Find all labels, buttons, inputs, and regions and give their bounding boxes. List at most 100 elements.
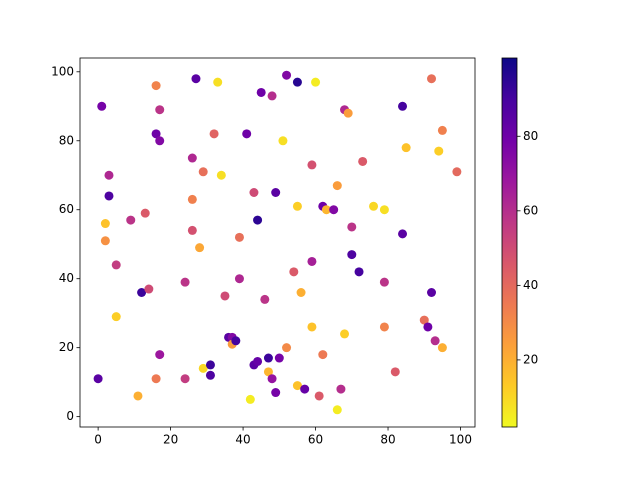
point <box>321 205 331 215</box>
point <box>191 74 201 84</box>
point <box>104 191 114 201</box>
point <box>343 108 353 118</box>
point <box>292 77 302 87</box>
point <box>253 356 263 366</box>
point <box>155 105 165 115</box>
y-tick-label: 0 <box>66 409 74 423</box>
point <box>245 394 255 404</box>
x-tick-label: 60 <box>308 433 323 447</box>
y-tick-label: 100 <box>51 64 74 78</box>
point <box>263 353 273 363</box>
point <box>126 215 136 225</box>
point <box>318 350 328 360</box>
point <box>401 143 411 153</box>
point <box>292 381 302 391</box>
point <box>390 367 400 377</box>
y-tick-label: 40 <box>59 271 74 285</box>
point <box>263 367 273 377</box>
plot-area <box>79 57 476 428</box>
point <box>267 374 277 384</box>
point <box>249 187 259 197</box>
point <box>151 374 161 384</box>
point <box>234 274 244 284</box>
point <box>137 288 147 298</box>
y-tick-label: 60 <box>59 202 74 216</box>
point <box>336 384 346 394</box>
point <box>151 81 161 91</box>
x-tick-label: 100 <box>449 433 472 447</box>
point <box>278 136 288 146</box>
point <box>205 370 215 380</box>
point <box>242 129 252 139</box>
point <box>111 312 121 322</box>
point <box>216 170 226 180</box>
point <box>231 336 241 346</box>
point <box>379 322 389 332</box>
point <box>256 87 266 97</box>
point <box>307 160 317 170</box>
colorbar-tick-label: 20 <box>523 352 538 366</box>
point <box>300 384 310 394</box>
point <box>289 267 299 277</box>
point <box>329 205 339 215</box>
point <box>271 187 281 197</box>
colorbar-tick-label: 80 <box>523 129 538 143</box>
point <box>155 350 165 360</box>
point <box>195 243 205 253</box>
point <box>354 267 364 277</box>
point <box>100 236 110 246</box>
point <box>140 208 150 218</box>
point <box>267 91 277 101</box>
point <box>379 277 389 287</box>
point <box>220 291 230 301</box>
point <box>234 232 244 242</box>
point <box>104 170 114 180</box>
point <box>369 201 379 211</box>
point <box>133 391 143 401</box>
point <box>260 294 270 304</box>
point <box>111 260 121 270</box>
colorbar-tick-label: 40 <box>523 278 538 292</box>
point <box>198 167 208 177</box>
point <box>437 125 447 135</box>
x-tick-label: 20 <box>163 433 178 447</box>
x-tick-label: 0 <box>94 433 102 447</box>
point <box>213 77 223 87</box>
point <box>97 101 107 111</box>
point <box>427 288 437 298</box>
point <box>347 222 357 232</box>
point <box>398 101 408 111</box>
point <box>427 74 437 84</box>
point <box>180 374 190 384</box>
point <box>93 374 103 384</box>
point <box>187 194 197 204</box>
y-tick-label: 20 <box>59 340 74 354</box>
point <box>340 329 350 339</box>
point <box>282 343 292 353</box>
point <box>419 315 429 325</box>
point <box>155 136 165 146</box>
point <box>198 363 208 373</box>
point <box>282 70 292 80</box>
point <box>274 353 284 363</box>
point <box>292 201 302 211</box>
point <box>347 250 357 260</box>
point <box>423 322 433 332</box>
point <box>187 225 197 235</box>
point <box>314 391 324 401</box>
point <box>311 77 321 87</box>
point <box>180 277 190 287</box>
point <box>332 181 342 191</box>
point <box>358 156 368 166</box>
point <box>209 129 219 139</box>
point <box>151 129 161 139</box>
point <box>379 205 389 215</box>
colorbar-tick-label: 60 <box>523 203 538 217</box>
point <box>437 343 447 353</box>
colorbar <box>501 57 518 428</box>
point <box>271 388 281 398</box>
point <box>253 215 263 225</box>
point <box>100 219 110 229</box>
point <box>307 322 317 332</box>
